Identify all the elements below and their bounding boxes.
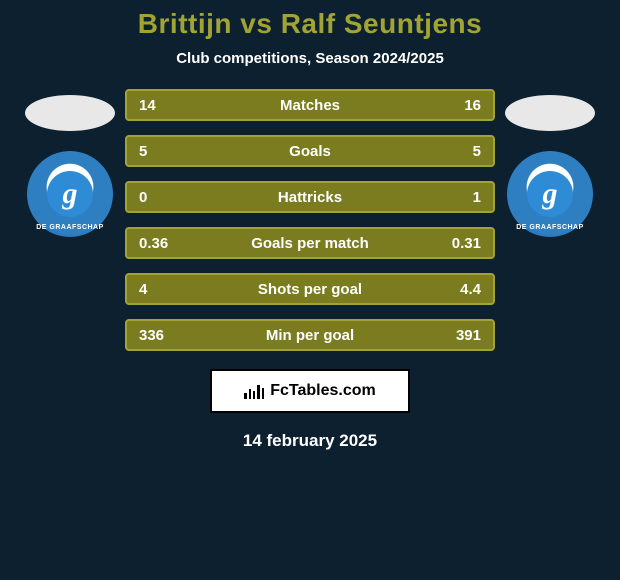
- stat-label: Matches: [187, 97, 433, 114]
- club-initial-right: g: [527, 171, 573, 217]
- stat-right-value: 4.4: [433, 281, 481, 298]
- club-badge-left: g DE GRAAFSCHAP: [27, 151, 113, 237]
- stat-left-value: 14: [139, 97, 187, 114]
- stats-table: 14Matches165Goals50Hattricks10.36Goals p…: [125, 89, 495, 351]
- stat-left-value: 0: [139, 189, 187, 206]
- player-right-column: g DE GRAAFSCHAP: [495, 89, 605, 237]
- stat-left-value: 5: [139, 143, 187, 160]
- stat-right-value: 5: [433, 143, 481, 160]
- stat-row: 0Hattricks1: [125, 181, 495, 213]
- content-row: g DE GRAAFSCHAP 14Matches165Goals50Hattr…: [0, 89, 620, 351]
- comparison-card: Brittijn vs Ralf Seuntjens Club competit…: [0, 0, 620, 451]
- comparison-date: 14 february 2025: [243, 431, 377, 451]
- stat-row: 4Shots per goal4.4: [125, 273, 495, 305]
- stat-row: 14Matches16: [125, 89, 495, 121]
- stat-right-value: 391: [433, 327, 481, 344]
- stat-left-value: 0.36: [139, 235, 187, 252]
- club-name-left: DE GRAAFSCHAP: [27, 224, 113, 231]
- player-photo-left: [25, 95, 115, 131]
- stat-row: 336Min per goal391: [125, 319, 495, 351]
- stat-row: 0.36Goals per match0.31: [125, 227, 495, 259]
- stat-right-value: 16: [433, 97, 481, 114]
- brand-text: FcTables.com: [270, 382, 376, 400]
- page-title: Brittijn vs Ralf Seuntjens: [138, 8, 482, 40]
- club-badge-right: g DE GRAAFSCHAP: [507, 151, 593, 237]
- stat-label: Hattricks: [187, 189, 433, 206]
- club-name-right: DE GRAAFSCHAP: [507, 224, 593, 231]
- player-photo-right: [505, 95, 595, 131]
- stat-right-value: 1: [433, 189, 481, 206]
- stat-left-value: 4: [139, 281, 187, 298]
- stat-right-value: 0.31: [433, 235, 481, 252]
- player-left-column: g DE GRAAFSCHAP: [15, 89, 125, 237]
- stat-label: Shots per goal: [187, 281, 433, 298]
- brand-badge[interactable]: FcTables.com: [210, 369, 410, 413]
- stat-label: Goals per match: [187, 235, 433, 252]
- stat-left-value: 336: [139, 327, 187, 344]
- bar-chart-icon: [244, 383, 264, 399]
- club-initial-left: g: [47, 171, 93, 217]
- stat-label: Min per goal: [187, 327, 433, 344]
- page-subtitle: Club competitions, Season 2024/2025: [176, 50, 444, 67]
- stat-row: 5Goals5: [125, 135, 495, 167]
- stat-label: Goals: [187, 143, 433, 160]
